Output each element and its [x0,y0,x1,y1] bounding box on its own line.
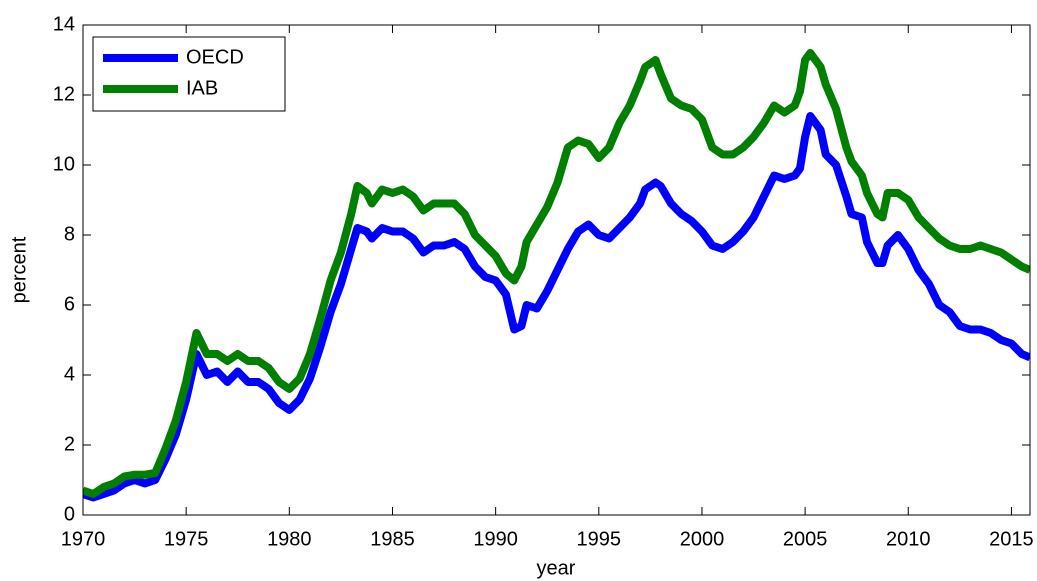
x-tick-label: 1995 [577,528,622,550]
axes-box [82,24,1031,516]
y-tick-label: 0 [64,503,75,525]
y-tick-label: 10 [53,153,75,175]
legend-box [92,36,286,112]
legend-label: IAB [186,77,218,99]
x-tick-label: 1985 [370,528,415,550]
data-line [83,112,1030,502]
x-tick-label: 1970 [61,528,106,550]
legend-label: OECD [186,46,244,68]
x-tick-label: 2010 [886,528,931,550]
x-tick-label: 1990 [473,528,518,550]
y-tick-label: 8 [64,223,75,245]
y-tick-label: 4 [64,363,75,385]
x-tick-label: 2015 [989,528,1034,550]
x-tick-label: 1975 [164,528,209,550]
x-axis-label: year [537,557,576,579]
y-tick-label: 6 [64,293,75,315]
y-tick-label: 14 [53,13,75,35]
x-tick-label: 2000 [680,528,725,550]
y-tick-label: 2 [64,433,75,455]
data-line [83,49,1030,498]
y-tick-label: 12 [53,83,75,105]
x-tick-label: 1980 [267,528,312,550]
y-axis-label: percent [8,236,30,303]
x-tick-label: 2005 [783,528,828,550]
